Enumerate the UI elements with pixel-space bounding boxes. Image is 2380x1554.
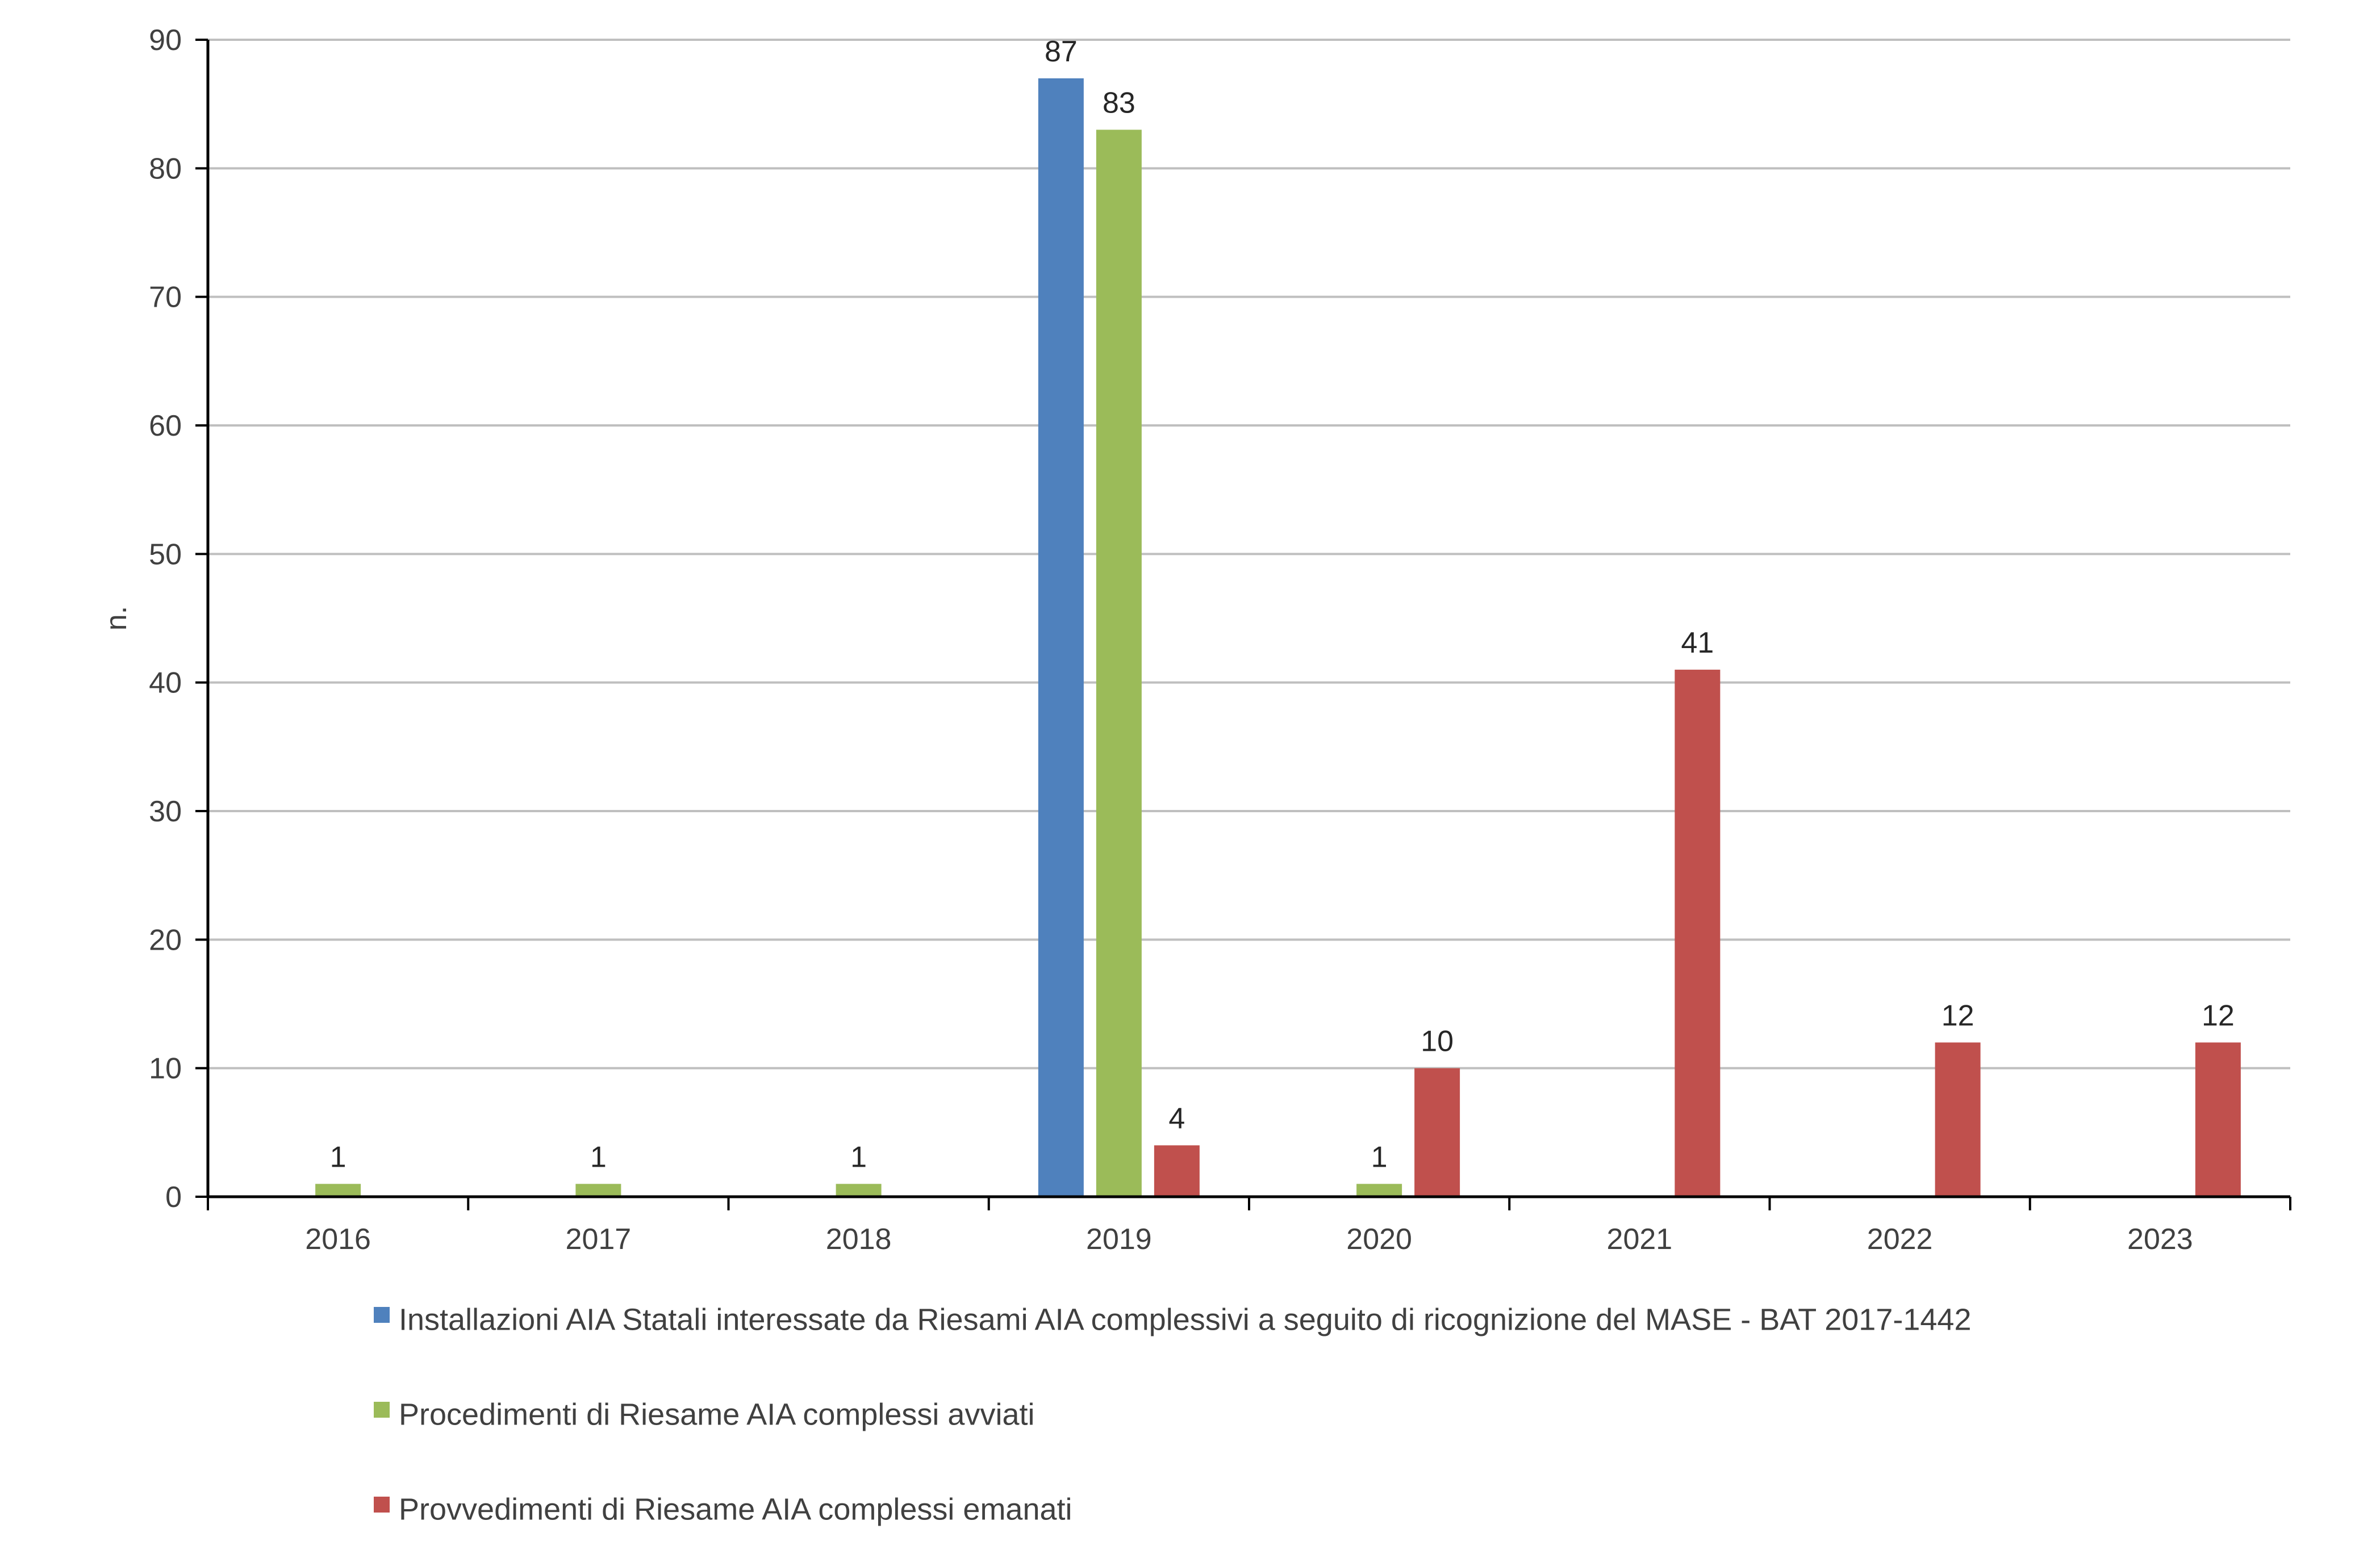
y-tick-label: 50	[149, 538, 182, 571]
bar	[575, 1184, 621, 1197]
data-label: 12	[1941, 999, 1974, 1032]
x-tick-label: 2016	[305, 1223, 371, 1256]
y-tick-label: 10	[149, 1052, 182, 1085]
data-label: 1	[850, 1141, 867, 1173]
bar	[1414, 1068, 1460, 1197]
data-label: 12	[2202, 999, 2235, 1032]
gridlines	[208, 39, 2290, 1070]
x-tick-label: 2017	[566, 1223, 632, 1256]
x-tick-label: 2018	[826, 1223, 892, 1256]
data-label: 1	[590, 1141, 607, 1173]
x-tick-label: 2020	[1346, 1223, 1412, 1256]
data-label: 1	[330, 1141, 346, 1173]
y-tick-label: 0	[165, 1181, 182, 1214]
y-tick-label: 60	[149, 410, 182, 442]
bar	[2195, 1042, 2241, 1197]
data-label: 41	[1681, 626, 1714, 659]
y-tick-label: 20	[149, 924, 182, 956]
data-label: 10	[1421, 1025, 1454, 1058]
bar	[1675, 670, 1721, 1197]
data-label: 1	[1371, 1141, 1388, 1173]
y-axis-title: n.	[100, 606, 133, 630]
y-tick-label: 30	[149, 795, 182, 828]
bar	[315, 1184, 361, 1197]
axes	[195, 39, 2291, 1210]
y-tick-label: 70	[149, 281, 182, 314]
bar	[1154, 1145, 1200, 1197]
y-tick-label: 40	[149, 667, 182, 700]
x-tick-label: 2019	[1086, 1223, 1152, 1256]
bar	[1038, 78, 1084, 1197]
bar	[1935, 1042, 1981, 1197]
y-tick-label: 80	[149, 152, 182, 185]
bars	[315, 78, 2241, 1197]
x-tick-label: 2023	[2127, 1223, 2193, 1256]
legend: Installazioni AIA Statali interessate da…	[374, 1302, 1971, 1526]
legend-label: Procedimenti di Riesame AIA complessi av…	[399, 1397, 1034, 1431]
data-label: 83	[1103, 86, 1135, 119]
legend-label: Provvedimenti di Riesame AIA complessi e…	[399, 1492, 1072, 1526]
legend-label: Installazioni AIA Statali interessate da…	[399, 1302, 1971, 1336]
bar	[1096, 130, 1142, 1197]
bar	[836, 1184, 882, 1197]
tick-labels: 0 10 20 30 40 50 60 70 80 90 2016 2017 2018 2019 2020 2…	[149, 24, 2193, 1256]
y-tick-label: 90	[149, 24, 182, 57]
data-labels: 87 1 1 1 83 1 4 10 41 12 12	[330, 35, 2235, 1173]
legend-swatch	[374, 1402, 390, 1418]
x-tick-label: 2022	[1867, 1223, 1933, 1256]
data-label: 87	[1045, 35, 1078, 68]
x-tick-label: 2021	[1607, 1223, 1673, 1256]
bar	[1356, 1184, 1402, 1197]
data-label: 4	[1168, 1102, 1185, 1135]
legend-swatch	[374, 1307, 390, 1323]
legend-swatch	[374, 1497, 390, 1513]
